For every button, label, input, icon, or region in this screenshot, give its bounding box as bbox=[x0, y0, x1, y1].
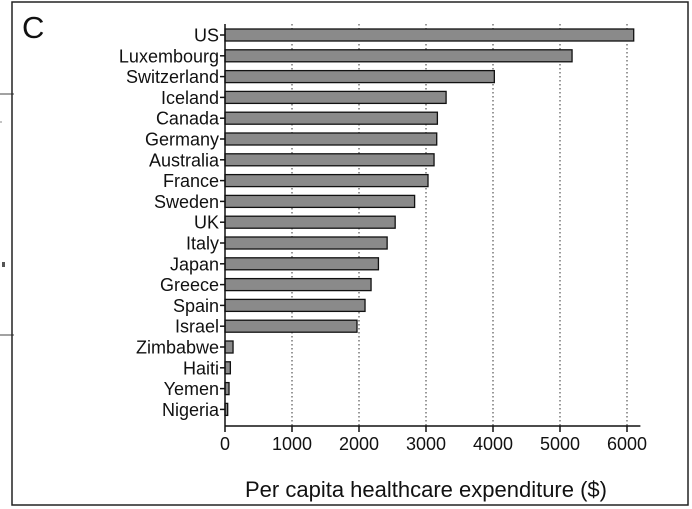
bar-us bbox=[225, 29, 634, 41]
category-label-canada: Canada bbox=[156, 109, 220, 129]
bar-spain bbox=[225, 299, 365, 311]
bar-france bbox=[225, 175, 428, 187]
bars bbox=[225, 29, 634, 415]
category-label-italy: Italy bbox=[186, 234, 219, 254]
category-label-greece: Greece bbox=[160, 275, 219, 295]
bar-uk bbox=[225, 216, 395, 228]
bar-canada bbox=[225, 112, 437, 124]
x-tick-label: 3000 bbox=[406, 434, 446, 454]
category-label-nigeria: Nigeria bbox=[162, 400, 220, 420]
bar-haiti bbox=[225, 362, 230, 374]
x-tick-label: 5000 bbox=[540, 434, 580, 454]
x-tick-labels: 0 1000 2000 3000 4000 5000 6000 bbox=[220, 426, 647, 454]
category-label-zimbabwe: Zimbabwe bbox=[136, 338, 219, 358]
category-label-spain: Spain bbox=[173, 296, 219, 316]
category-label-germany: Germany bbox=[145, 130, 219, 150]
category-label-japan: Japan bbox=[170, 254, 219, 274]
category-labels: USLuxembourgSwitzerlandIcelandCanadaGerm… bbox=[119, 26, 225, 420]
bar-switzerland bbox=[225, 71, 494, 83]
category-label-sweden: Sweden bbox=[154, 192, 219, 212]
x-tick-label: 1000 bbox=[272, 434, 312, 454]
category-label-israel: Israel bbox=[175, 317, 219, 337]
bar-japan bbox=[225, 258, 378, 270]
bar-italy bbox=[225, 237, 387, 249]
bar-sweden bbox=[225, 195, 415, 207]
x-axis-label: Per capita healthcare expenditure ($) bbox=[245, 477, 607, 502]
category-label-yemen: Yemen bbox=[164, 379, 219, 399]
category-label-uk: UK bbox=[194, 213, 219, 233]
category-label-luxembourg: Luxembourg bbox=[119, 46, 219, 66]
panel-label: C bbox=[22, 10, 44, 45]
bar-zimbabwe bbox=[225, 341, 233, 353]
bar-iceland bbox=[225, 91, 446, 103]
category-label-france: France bbox=[163, 171, 219, 191]
category-label-australia: Australia bbox=[149, 150, 220, 170]
category-label-iceland: Iceland bbox=[161, 88, 219, 108]
category-label-haiti: Haiti bbox=[183, 358, 219, 378]
bar-germany bbox=[225, 133, 437, 145]
bar-luxembourg bbox=[225, 50, 572, 62]
x-tick-label: 0 bbox=[220, 434, 230, 454]
category-label-switzerland: Switzerland bbox=[126, 67, 219, 87]
bar-greece bbox=[225, 279, 371, 291]
category-label-us: US bbox=[194, 26, 219, 46]
x-tick-label: 6000 bbox=[607, 434, 647, 454]
x-tick-label: 4000 bbox=[473, 434, 513, 454]
x-tick-label: 2000 bbox=[339, 434, 379, 454]
bar-australia bbox=[225, 154, 434, 166]
bar-israel bbox=[225, 320, 357, 332]
